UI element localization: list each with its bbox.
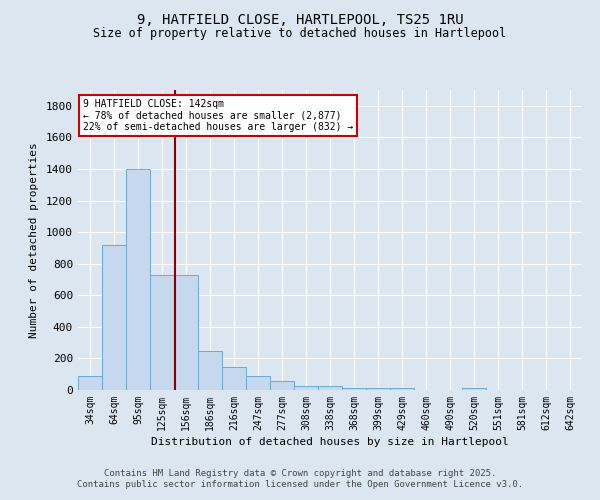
Text: Contains public sector information licensed under the Open Government Licence v3: Contains public sector information licen… [77, 480, 523, 489]
Y-axis label: Number of detached properties: Number of detached properties [29, 142, 39, 338]
Bar [390, 388, 414, 390]
Bar [102, 244, 126, 390]
Bar [78, 376, 102, 390]
Bar [342, 388, 366, 390]
X-axis label: Distribution of detached houses by size in Hartlepool: Distribution of detached houses by size … [151, 437, 509, 447]
Text: Size of property relative to detached houses in Hartlepool: Size of property relative to detached ho… [94, 28, 506, 40]
Bar [246, 376, 270, 390]
Bar [222, 367, 246, 390]
Bar [198, 352, 222, 390]
Bar [462, 388, 486, 390]
Bar [366, 388, 390, 390]
Text: 9 HATFIELD CLOSE: 142sqm
← 78% of detached houses are smaller (2,877)
22% of sem: 9 HATFIELD CLOSE: 142sqm ← 78% of detach… [83, 99, 353, 132]
Text: Contains HM Land Registry data © Crown copyright and database right 2025.: Contains HM Land Registry data © Crown c… [104, 468, 496, 477]
Bar [294, 386, 318, 390]
Bar [174, 274, 198, 390]
Bar [318, 386, 342, 390]
Bar [270, 382, 294, 390]
Text: 9, HATFIELD CLOSE, HARTLEPOOL, TS25 1RU: 9, HATFIELD CLOSE, HARTLEPOOL, TS25 1RU [137, 12, 463, 26]
Bar [150, 274, 174, 390]
Bar [126, 169, 150, 390]
